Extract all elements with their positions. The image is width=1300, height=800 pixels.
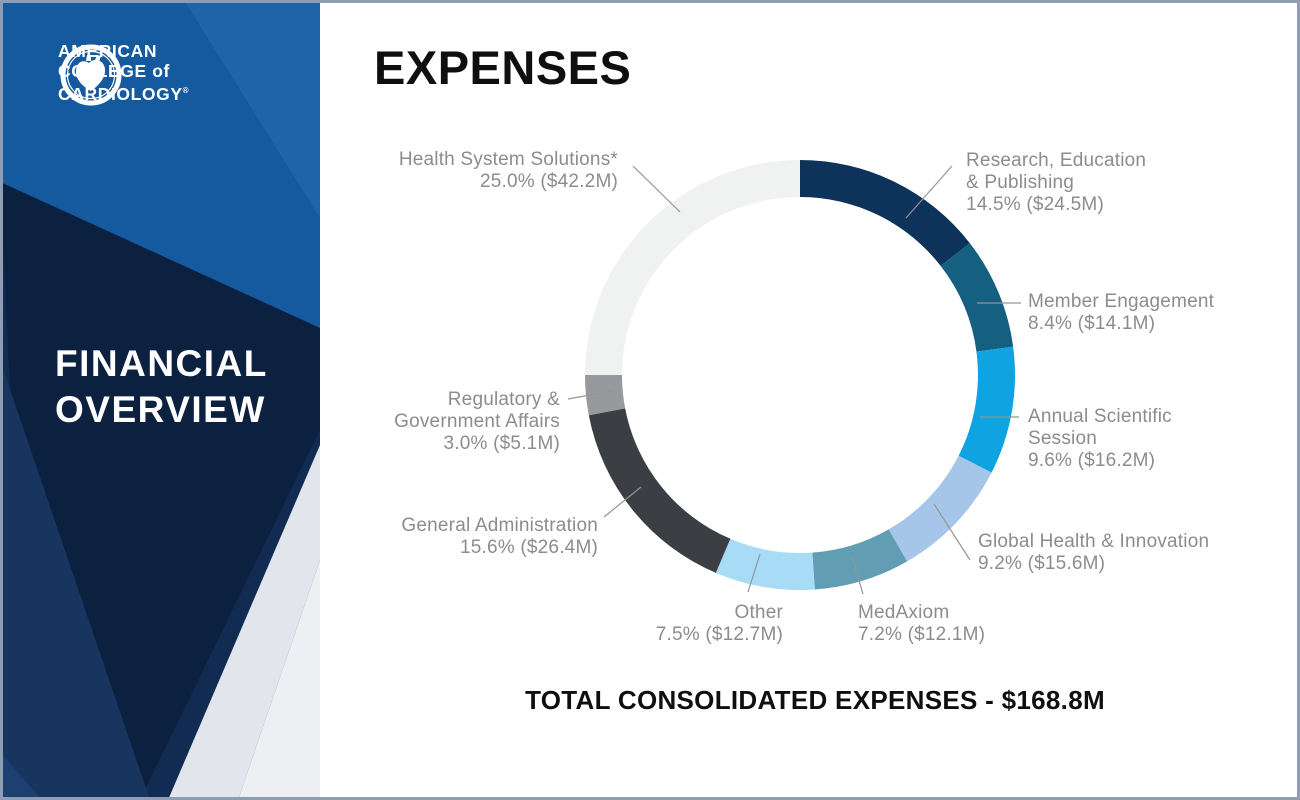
sidebar-shape-gray-wedge-light	[238, 560, 320, 800]
segment-label-line: General Administration	[401, 515, 598, 536]
segment-label-medaxiom: MedAxiom 7.2% ($12.1M)	[858, 602, 985, 646]
segment-label-line: 8.4% ($14.1M)	[1028, 313, 1156, 334]
leader-line-genadmin	[603, 486, 642, 518]
sidebar-shape-gray-wedge	[168, 445, 320, 800]
sidebar-title: FINANCIAL OVERVIEW	[55, 341, 268, 433]
leader-line-regulatory	[567, 390, 613, 400]
segment-label-line: Health System Solutions*	[398, 149, 618, 170]
sidebar: AMERICAN COLLEGE of CARDIOLOGY® FINANCIA…	[0, 0, 320, 800]
leader-line-global	[933, 503, 971, 561]
total-expenses-text: TOTAL CONSOLIDATED EXPENSES - $168.8M	[525, 685, 1105, 715]
sidebar-background	[0, 0, 320, 800]
segment-label-line: Session	[1028, 428, 1097, 449]
sidebar-shape-top-blue-light	[184, 0, 320, 218]
donut-segment-global	[888, 455, 992, 562]
heart-icon	[75, 55, 106, 91]
segment-label-other: Other 7.5% ($12.7M)	[656, 602, 783, 646]
segment-label-line: 15.6% ($26.4M)	[460, 537, 598, 558]
page-title: EXPENSES	[374, 41, 632, 94]
segment-label-line: 25.0% ($42.2M)	[480, 171, 618, 192]
sidebar-shape-navy-left	[0, 360, 150, 800]
segment-label-global: Global Health & Innovation 9.2% ($15.6M)	[978, 531, 1209, 575]
segment-label-line: 9.2% ($15.6M)	[978, 553, 1106, 574]
segment-label-line: 14.5% ($24.5M)	[966, 194, 1104, 215]
segment-label-line: 7.5% ($12.7M)	[655, 624, 783, 645]
segment-label-line: Government Affairs	[394, 411, 560, 432]
logo-inner-ring	[66, 50, 116, 100]
segment-label-line: 9.6% ($16.2M)	[1028, 450, 1156, 471]
segment-label-research: Research, Education & Publishing 14.5% ($2…	[966, 150, 1146, 216]
donut-segment-annual	[958, 346, 1016, 473]
donut-segment-regulatory	[585, 375, 626, 416]
acc-logo: AMERICAN COLLEGE of CARDIOLOGY®	[58, 41, 189, 106]
donut-segment-genadmin	[588, 408, 731, 573]
sidebar-title-line-2: OVERVIEW	[55, 389, 266, 430]
leader-line-research	[905, 165, 953, 219]
leader-line-hss	[632, 165, 681, 213]
segment-label-line: Member Engagement	[1028, 291, 1215, 312]
segment-label-member: Member Engagement 8.4% ($14.1M)	[1028, 291, 1214, 335]
donut-segment-member	[940, 243, 1014, 352]
segment-label-annual: Annual Scientific Session 9.6% ($16.2M)	[1028, 406, 1172, 472]
sidebar-title-line-1: FINANCIAL	[55, 343, 268, 384]
segment-label-line: Regulatory &	[447, 389, 560, 410]
donut-segment-research	[800, 160, 970, 266]
segment-label-regulatory: Regulatory & Government Affairs 3.0% ($5.1…	[394, 389, 560, 455]
leader-line-medaxiom	[851, 555, 864, 595]
segment-label-line: 3.0% ($5.1M)	[443, 433, 560, 454]
logo-ring	[60, 44, 122, 106]
segment-label-line: Global Health & Innovation	[978, 531, 1210, 552]
segment-label-hss: Health System Solutions* 25.0% ($42.2M)	[399, 149, 618, 193]
segment-label-line: & Publishing	[966, 172, 1075, 193]
segment-label-line: Other	[734, 602, 783, 623]
donut-segment-medaxiom	[812, 529, 908, 590]
acc-logo-emblem	[60, 44, 122, 106]
leader-line-other	[747, 553, 761, 593]
donut-segment-other	[715, 538, 815, 591]
segment-label-line: 7.2% ($12.1M)	[858, 624, 986, 645]
donut-segment-hss	[585, 160, 800, 375]
segment-label-line: Annual Scientific	[1028, 406, 1172, 427]
segment-label-line: MedAxiom	[858, 602, 950, 623]
sidebar-shape-navy-corner	[0, 752, 42, 800]
registered-mark: ®	[182, 86, 189, 95]
segment-label-genadmin: General Administration 15.6% ($26.4M)	[401, 515, 598, 559]
segment-label-line: Research, Education	[966, 150, 1147, 171]
